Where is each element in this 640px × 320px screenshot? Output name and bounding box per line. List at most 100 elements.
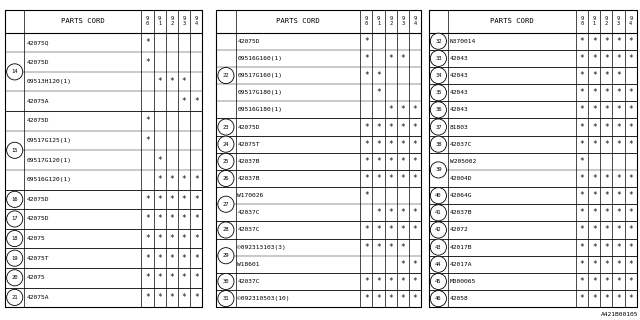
Text: *: * [592, 140, 596, 149]
Text: *: * [616, 54, 621, 63]
Text: 9
4: 9 4 [413, 16, 417, 26]
Text: *: * [604, 88, 609, 97]
Text: *: * [376, 157, 381, 166]
Text: 17: 17 [12, 216, 18, 221]
Ellipse shape [430, 188, 447, 204]
Text: *: * [413, 294, 417, 303]
Text: *: * [157, 293, 162, 302]
Text: *: * [616, 294, 621, 303]
Text: *: * [628, 54, 633, 63]
Text: *: * [413, 157, 417, 166]
Ellipse shape [218, 119, 234, 135]
Text: *: * [580, 277, 584, 286]
Text: *: * [182, 195, 186, 204]
Ellipse shape [218, 196, 234, 212]
Ellipse shape [430, 84, 447, 101]
Text: *: * [628, 294, 633, 303]
Text: *: * [182, 254, 186, 263]
Text: *: * [628, 140, 633, 149]
Ellipse shape [6, 230, 23, 247]
Ellipse shape [6, 142, 23, 158]
Text: *: * [364, 277, 369, 286]
Ellipse shape [430, 136, 447, 152]
Text: *: * [580, 260, 584, 269]
Text: 42072: 42072 [450, 228, 468, 233]
Text: *: * [401, 123, 405, 132]
Ellipse shape [218, 153, 234, 169]
Text: 42064G: 42064G [450, 193, 472, 198]
Text: *: * [580, 140, 584, 149]
Text: *: * [616, 174, 621, 183]
Text: *: * [364, 243, 369, 252]
Text: *: * [376, 294, 381, 303]
Text: PARTS CORD: PARTS CORD [61, 18, 105, 24]
Text: *: * [182, 97, 186, 106]
Text: *: * [194, 175, 198, 184]
Text: 09516G180(1): 09516G180(1) [237, 108, 282, 112]
Text: *: * [616, 88, 621, 97]
Text: *: * [145, 214, 150, 223]
Text: *: * [580, 54, 584, 63]
Text: *: * [182, 175, 186, 184]
Text: *: * [592, 208, 596, 217]
Text: 42043: 42043 [450, 90, 468, 95]
Text: *: * [604, 140, 609, 149]
Text: 42037B: 42037B [237, 159, 260, 164]
Text: *: * [376, 123, 381, 132]
Text: N370014: N370014 [450, 39, 476, 44]
Text: *: * [401, 277, 405, 286]
Ellipse shape [6, 289, 23, 306]
Text: *: * [413, 140, 417, 149]
Text: 42058: 42058 [450, 296, 468, 301]
Ellipse shape [430, 291, 447, 307]
Text: *: * [182, 293, 186, 302]
Ellipse shape [430, 222, 447, 238]
Text: *: * [592, 88, 596, 97]
Text: *: * [413, 260, 417, 269]
Text: *: * [145, 58, 150, 67]
Text: 9
1: 9 1 [377, 16, 380, 26]
Text: 09517G160(1): 09517G160(1) [237, 73, 282, 78]
Text: 9
4: 9 4 [629, 16, 632, 26]
Text: *: * [388, 226, 393, 235]
Text: *: * [170, 214, 174, 223]
Ellipse shape [218, 248, 234, 264]
Text: 38: 38 [435, 142, 442, 147]
Text: *: * [157, 214, 162, 223]
Text: 24: 24 [223, 142, 229, 147]
Text: 27: 27 [223, 202, 229, 207]
Text: 41: 41 [435, 210, 442, 215]
Text: 18: 18 [12, 236, 18, 241]
Text: *: * [592, 243, 596, 252]
Text: *: * [145, 254, 150, 263]
Ellipse shape [430, 256, 447, 272]
Ellipse shape [430, 50, 447, 67]
Text: 14: 14 [12, 69, 18, 74]
Text: 42075A: 42075A [26, 99, 49, 104]
Text: 42017A: 42017A [450, 262, 472, 267]
Text: 9
0: 9 0 [146, 16, 149, 26]
Text: *: * [364, 37, 369, 46]
Text: *: * [170, 175, 174, 184]
Ellipse shape [218, 222, 234, 238]
Text: *: * [580, 174, 584, 183]
Text: *: * [170, 195, 174, 204]
Text: *: * [413, 174, 417, 183]
Text: 09513H120(1): 09513H120(1) [26, 79, 71, 84]
Text: *: * [157, 234, 162, 243]
Text: *: * [388, 243, 393, 252]
Text: *: * [364, 123, 369, 132]
Text: 42037C: 42037C [237, 228, 260, 233]
Text: *: * [592, 54, 596, 63]
Text: *: * [592, 260, 596, 269]
Text: *: * [604, 54, 609, 63]
Text: *: * [580, 243, 584, 252]
Text: *: * [170, 234, 174, 243]
Text: *: * [616, 123, 621, 132]
Text: 42037C: 42037C [450, 142, 472, 147]
Text: PARTS CORD: PARTS CORD [276, 18, 320, 24]
Text: *: * [616, 260, 621, 269]
Text: *: * [616, 71, 621, 80]
Text: *: * [580, 88, 584, 97]
Text: *: * [401, 157, 405, 166]
